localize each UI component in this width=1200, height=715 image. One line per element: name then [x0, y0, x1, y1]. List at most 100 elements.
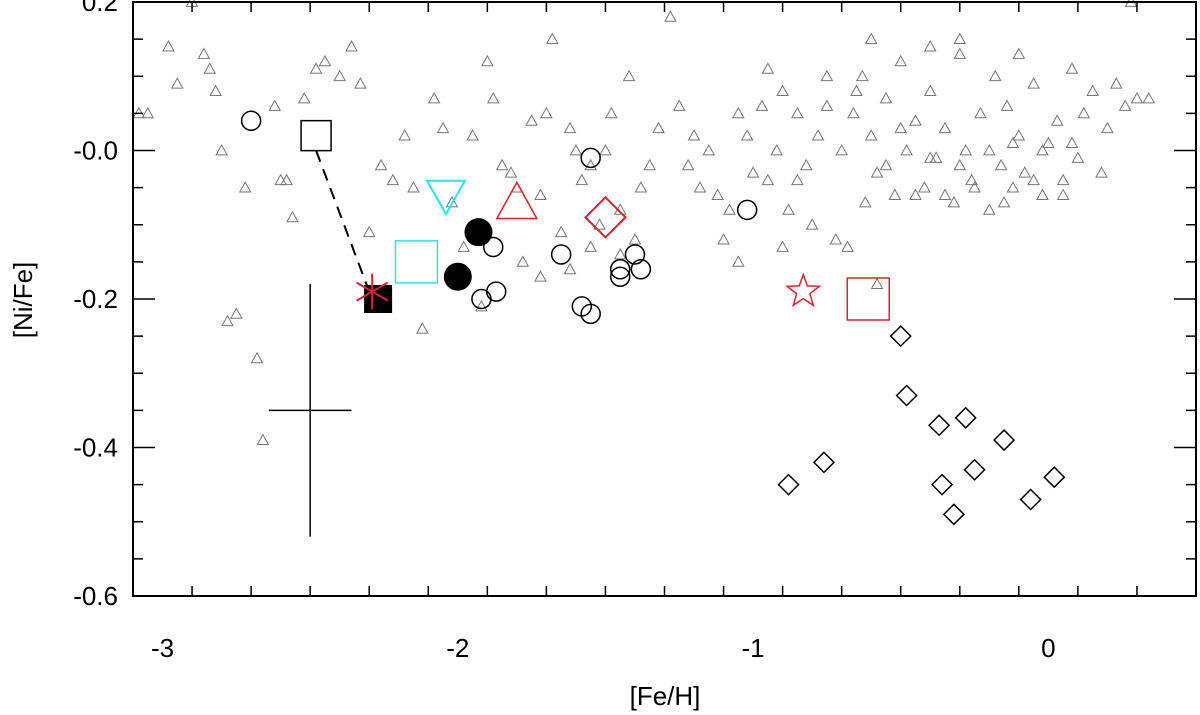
triangle-marker [791, 106, 804, 119]
triangle-marker [1130, 91, 1144, 104]
triangle-marker [540, 106, 553, 119]
triangle-marker [563, 262, 577, 275]
diamond-marker [928, 414, 951, 437]
triangle-marker [664, 10, 677, 22]
triangle-marker [711, 188, 724, 200]
filled-circle-marker [464, 218, 493, 247]
triangle-marker [354, 77, 367, 89]
triangle-marker [988, 69, 1002, 82]
triangle-marker [693, 181, 707, 193]
triangle-marker [1050, 114, 1064, 126]
triangle-marker [1012, 129, 1026, 141]
x-tick-label: -1 [742, 633, 765, 663]
triangle-marker [643, 158, 657, 171]
triangle-marker [1056, 173, 1070, 186]
triangle-marker [847, 106, 860, 119]
dashed-connector-line [315, 150, 371, 292]
triangle-marker [820, 69, 834, 82]
triangle-marker [829, 233, 843, 245]
triangle-marker [1124, 0, 1138, 7]
triangle-marker [953, 158, 967, 171]
triangle-marker [1095, 166, 1108, 178]
triangle-marker [850, 84, 863, 96]
triangle-marker [141, 106, 155, 119]
triangle-marker [203, 62, 217, 74]
triangle-marker [209, 84, 223, 96]
triangle-marker [687, 129, 701, 141]
triangle-marker [870, 166, 884, 178]
triangle-marker [486, 91, 500, 104]
triangle-marker [634, 181, 648, 193]
triangle-marker [628, 233, 642, 245]
circle-marker [609, 266, 631, 287]
triangle-marker [811, 129, 825, 141]
triangle-marker [407, 181, 420, 193]
triangle-marker [799, 158, 813, 171]
circle-marker [482, 236, 504, 258]
triangle-marker [1065, 136, 1079, 148]
asterisk-marker [356, 281, 389, 302]
triangle-marker [250, 351, 264, 364]
triangle-marker [923, 151, 937, 163]
triangle-marker [888, 188, 902, 200]
triangle-marker [782, 203, 795, 215]
triangle-marker [968, 181, 981, 193]
triangle-marker [776, 240, 789, 252]
circle-marker [609, 259, 631, 280]
triangle-marker [584, 158, 598, 171]
triangle-marker [731, 106, 745, 119]
triangle-marker [870, 277, 884, 290]
triangle-marker [475, 299, 488, 312]
triangle-marker [229, 307, 243, 319]
triangle-marker [1006, 181, 1020, 193]
triangle-marker [929, 151, 943, 163]
triangle-marker [1000, 99, 1014, 111]
diamond-marker [1019, 488, 1042, 511]
triangle-marker [345, 40, 358, 52]
triangle-marker [398, 129, 412, 141]
circle-marker [485, 281, 507, 302]
triangle-marker [445, 195, 459, 208]
triangle-marker [480, 54, 494, 67]
triangle-marker [280, 173, 293, 186]
y-tick-label: -0.2 [73, 284, 118, 314]
triangle-marker [599, 143, 612, 156]
triangle-marker [162, 40, 175, 52]
triangle-marker [1027, 77, 1040, 89]
circle-marker [736, 199, 758, 221]
triangle-marker [1042, 136, 1055, 148]
triangle-marker [723, 203, 736, 215]
triangle-marker [1036, 143, 1049, 156]
square-marker [394, 240, 439, 284]
triangle-marker [575, 173, 589, 186]
triangle-marker [427, 91, 441, 104]
triangle-marker [879, 158, 893, 171]
triangle-marker [256, 433, 270, 445]
triangle-marker [554, 225, 568, 238]
triangle-marker [879, 91, 893, 104]
x-tick-label: -3 [151, 633, 174, 663]
triangle-marker [1109, 77, 1123, 89]
triangle-marker [215, 143, 228, 156]
y-tick-label: -0.4 [73, 433, 118, 463]
triangle-marker [374, 158, 388, 171]
diamond-marker [889, 325, 912, 348]
triangle-marker [613, 247, 627, 260]
triangle-marker [563, 121, 577, 134]
triangle-marker [318, 54, 332, 67]
diamond-marker [942, 503, 965, 526]
triangle-marker [569, 143, 583, 156]
square-marker [846, 277, 890, 321]
triangle-marker [938, 188, 952, 200]
triangle-marker [855, 69, 869, 82]
square-marker [300, 119, 332, 152]
triangle-marker [761, 173, 775, 186]
diamond-marker [993, 429, 1016, 452]
y-tick-label: 0.2 [82, 0, 118, 17]
x-axis-label: [Fe/H] [630, 681, 701, 711]
triangle-marker [238, 181, 252, 193]
diamond-marker [931, 473, 954, 496]
triangle-marker [170, 77, 184, 89]
triangle-marker [1086, 84, 1100, 96]
